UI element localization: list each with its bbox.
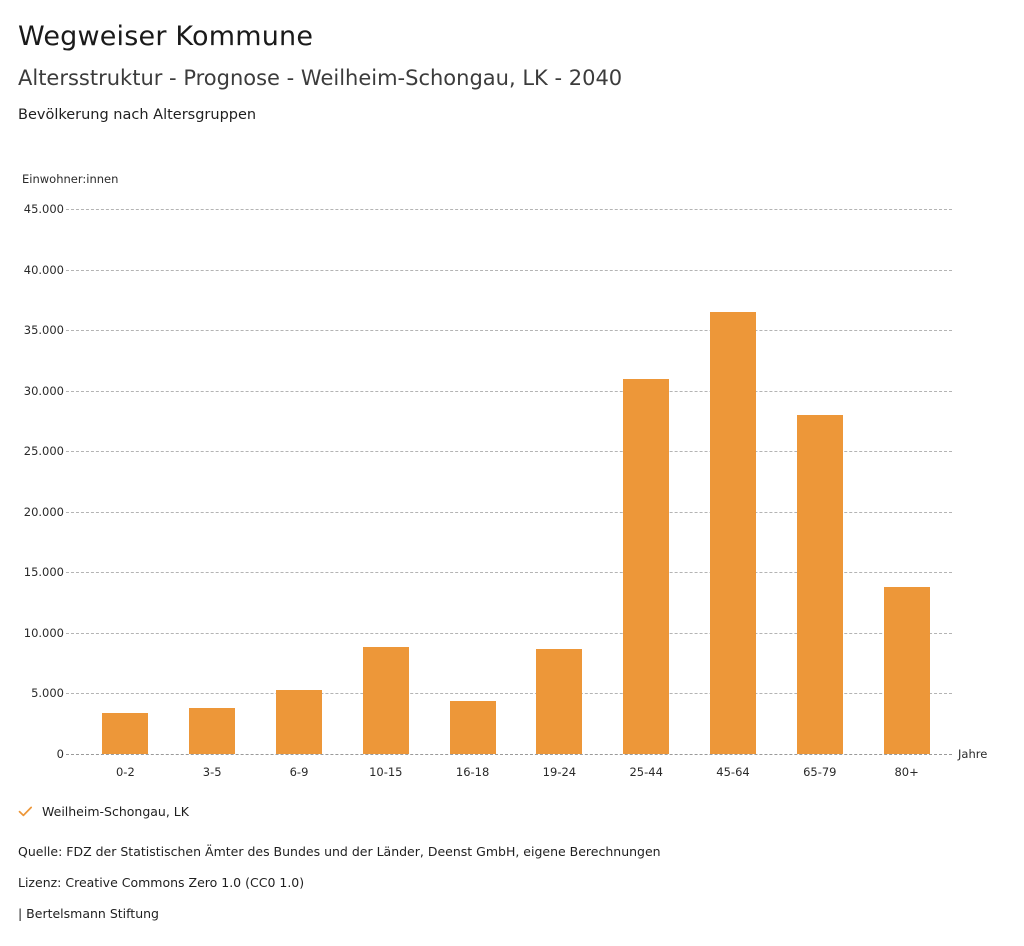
y-tick-label: 20.000: [23, 504, 64, 519]
x-tick-label: 16-18: [455, 765, 490, 779]
x-axis-title: Jahre: [958, 747, 988, 761]
check-icon: [18, 804, 33, 819]
page-title: Wegweiser Kommune: [18, 21, 314, 52]
bar[interactable]: [883, 586, 930, 754]
y-tick-label: 40.000: [23, 262, 64, 277]
y-tick-label: 5.000: [31, 686, 64, 701]
chart-subtitle: Altersstruktur - Prognose - Weilheim-Sch…: [18, 66, 623, 90]
y-tick-label: 35.000: [23, 323, 64, 338]
publisher-note: | Bertelsmann Stiftung: [18, 906, 159, 921]
x-tick-label: 0-2: [115, 765, 135, 779]
y-tick-label: 10.000: [23, 625, 64, 640]
gridline: [66, 572, 952, 574]
bar[interactable]: [623, 378, 670, 754]
bar[interactable]: [362, 647, 409, 754]
gridline: [66, 390, 952, 392]
y-tick-label: 30.000: [23, 383, 64, 398]
y-axis-title: Einwohner:innen: [22, 172, 119, 186]
x-tick-label: 65-79: [803, 765, 837, 779]
y-tick-label: 45.000: [23, 202, 64, 216]
bar[interactable]: [449, 700, 496, 754]
bar[interactable]: [189, 707, 236, 754]
bar-series: [102, 311, 930, 754]
x-tick-label: 45-64: [716, 765, 750, 779]
y-tick-label: 25.000: [23, 444, 64, 459]
gridline: [66, 693, 952, 695]
source-note: Quelle: FDZ der Statistischen Ämter des …: [18, 844, 661, 859]
gridline: [66, 269, 952, 271]
x-tick-label: 6-9: [289, 765, 309, 779]
legend-item-label: Weilheim-Schongau, LK: [42, 804, 189, 819]
x-tick-label: 19-24: [542, 765, 577, 779]
gridline: [66, 209, 952, 210]
bar[interactable]: [796, 414, 843, 754]
chart-caption: Bevölkerung nach Altersgruppen: [18, 107, 257, 123]
bar[interactable]: [102, 712, 149, 754]
y-tick-label: 15.000: [23, 565, 64, 580]
gridline: [66, 451, 952, 453]
bar[interactable]: [276, 689, 322, 754]
gridline: [66, 754, 952, 755]
license-note: Lizenz: Creative Commons Zero 1.0 (CC0 1…: [18, 875, 305, 890]
bar-chart: Einwohner:innen 0 5.000 10.000 15.000 20.000…: [22, 172, 988, 779]
x-tick-label: 25-44: [629, 765, 663, 779]
gridline: [66, 330, 952, 332]
x-tick-label: 10-15: [369, 765, 403, 779]
gridline: [66, 511, 952, 513]
bar[interactable]: [536, 648, 583, 754]
gridline: [66, 632, 952, 634]
y-tick-label: 0: [56, 747, 64, 761]
bar[interactable]: [710, 311, 756, 754]
chart-legend[interactable]: Weilheim-Schongau, LK: [18, 804, 189, 819]
x-tick-label: 3-5: [202, 765, 222, 779]
x-tick-label: 80+: [894, 765, 919, 779]
